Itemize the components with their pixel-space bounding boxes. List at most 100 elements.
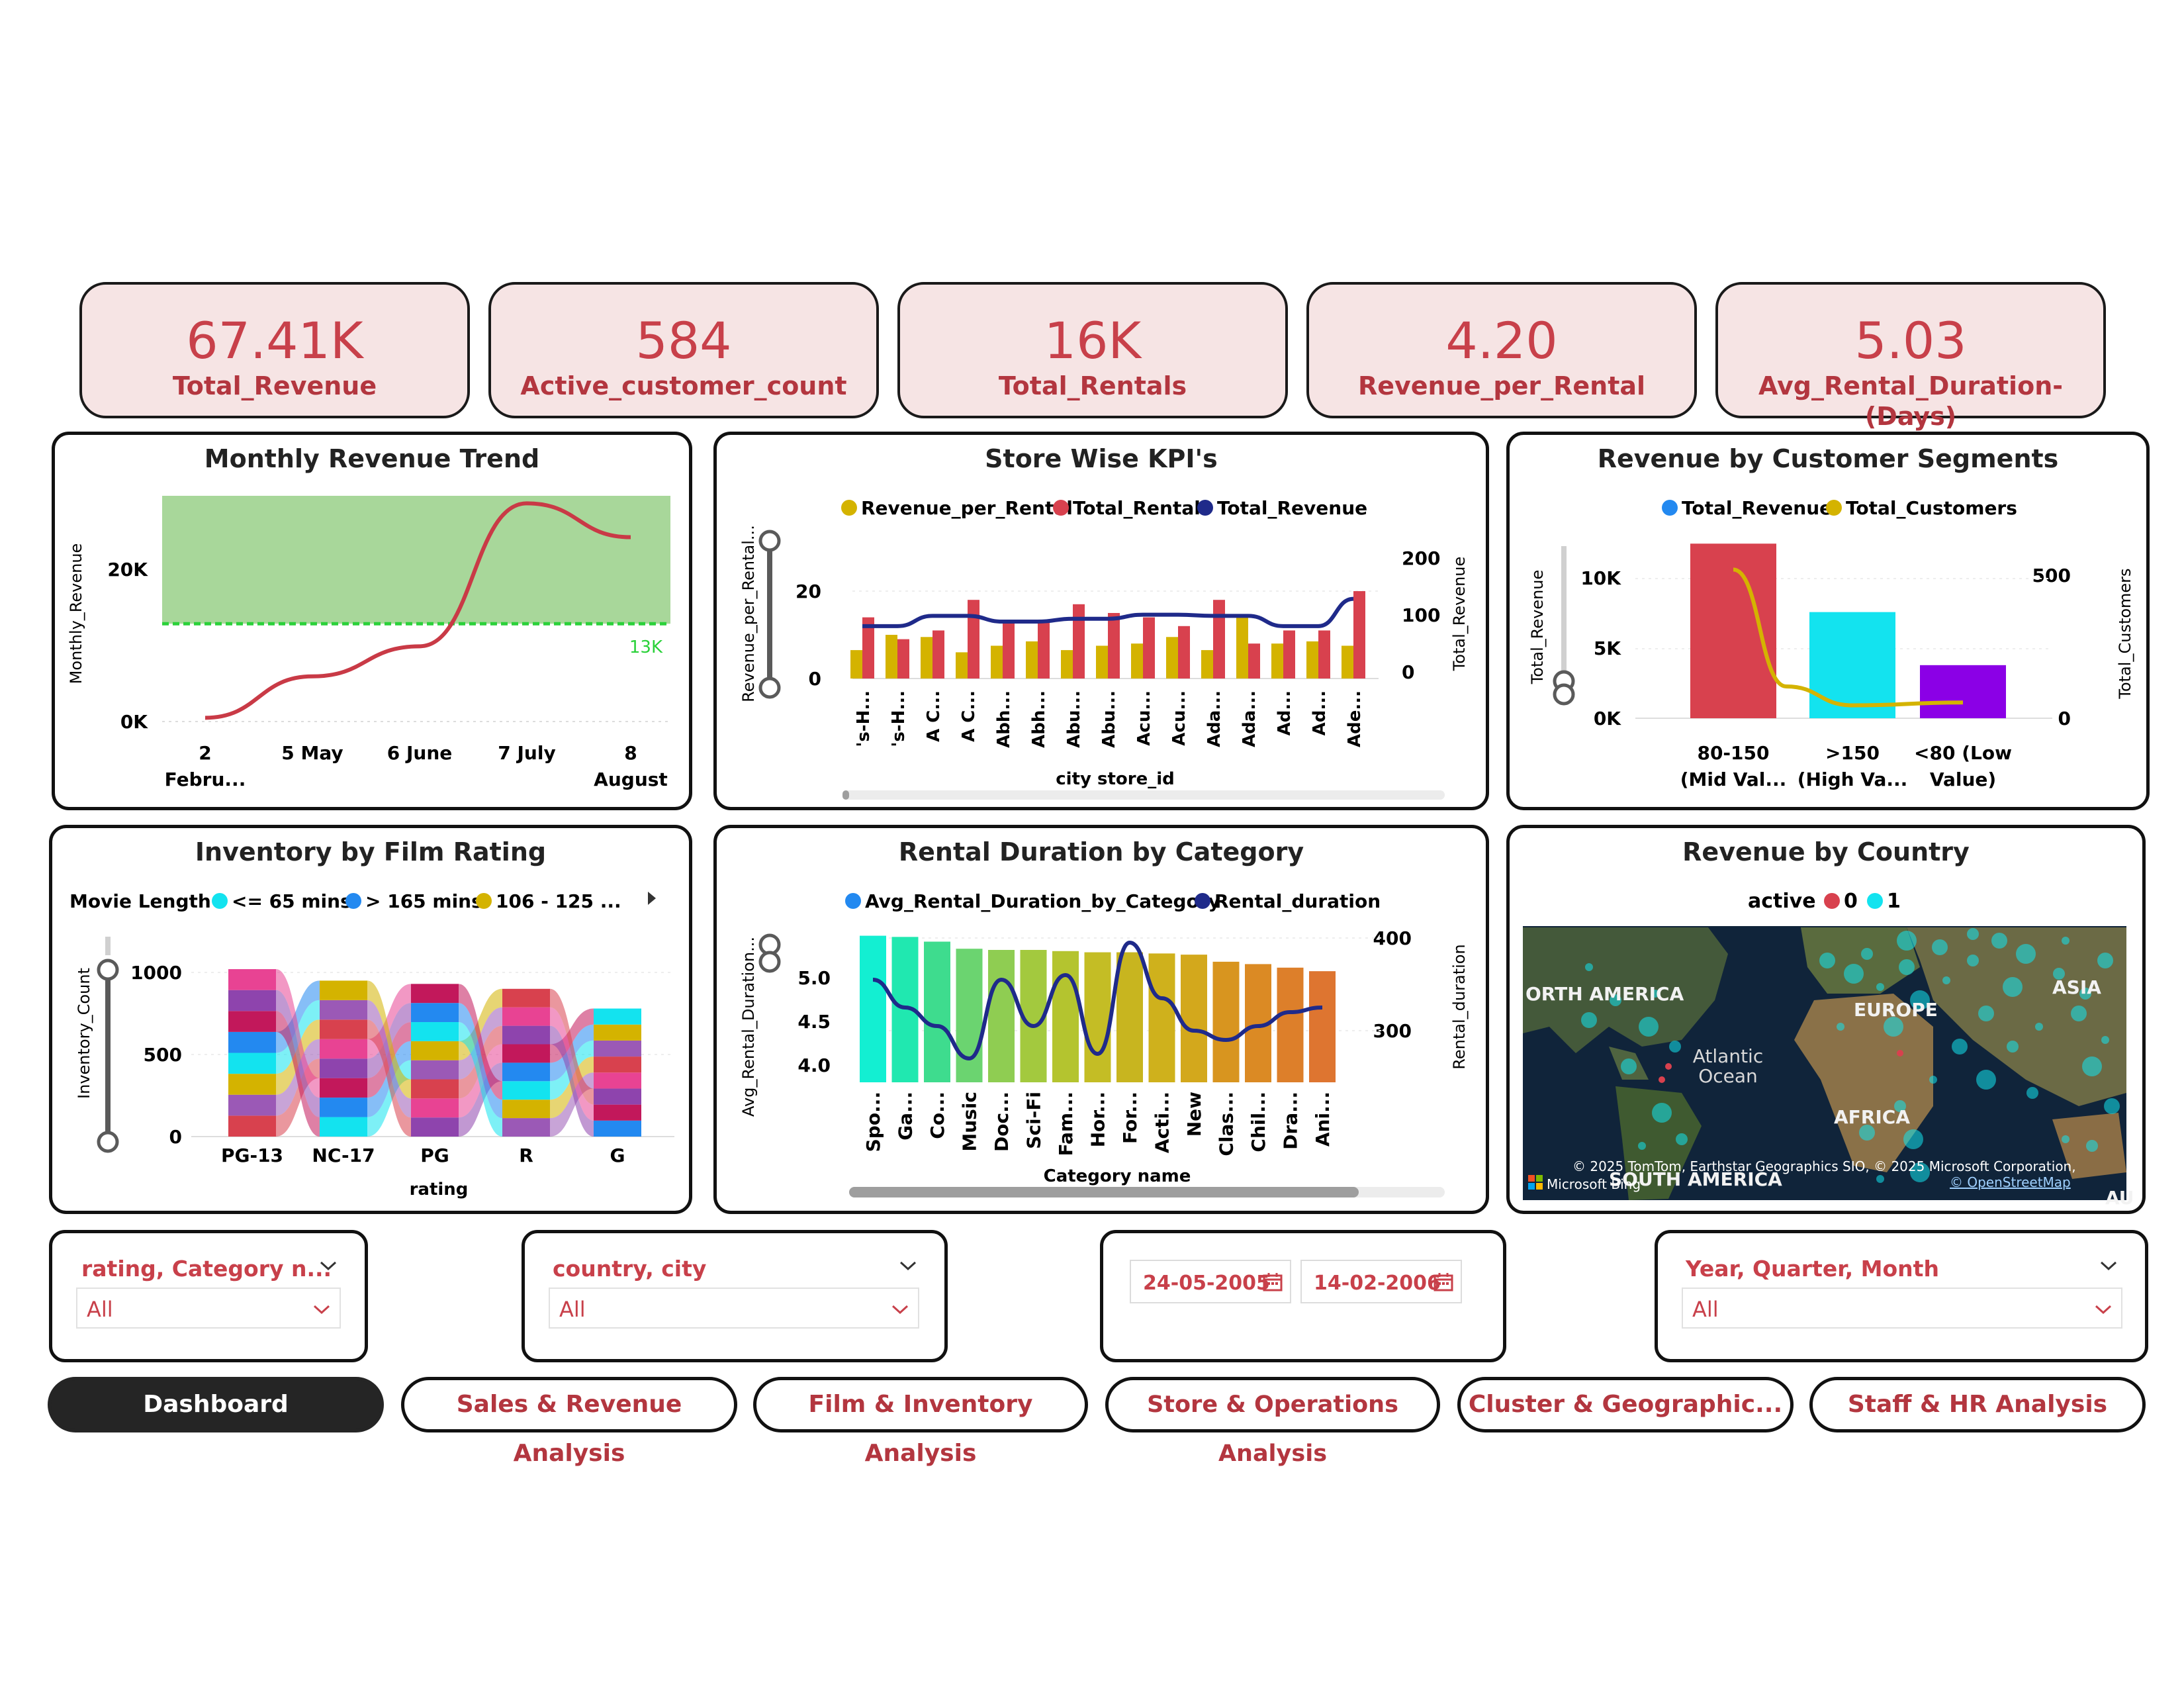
bar-revenue-per-rental[interactable] (956, 652, 968, 679)
bar-total-rentals[interactable] (1038, 622, 1050, 679)
stacked-bar-segment[interactable] (228, 1053, 276, 1074)
monthly-revenue-trend-chart[interactable]: Monthly Revenue Trend Monthly_Revenue 13… (52, 432, 692, 810)
city-marker-inactive[interactable] (1659, 1076, 1665, 1083)
stacked-bar-segment[interactable] (594, 1040, 641, 1057)
bar-total-rentals[interactable] (1073, 604, 1085, 679)
city-marker[interactable] (2097, 953, 2113, 968)
nav-staff-hr-button[interactable]: Staff & HR Analysis (1809, 1377, 2146, 1432)
osm-link[interactable]: © OpenStreetMap (1950, 1174, 2071, 1190)
calendar-icon[interactable] (1262, 1272, 1283, 1293)
city-marker[interactable] (1819, 953, 1835, 968)
bar-total-rentals[interactable] (1178, 626, 1190, 679)
city-marker[interactable] (1903, 1129, 1923, 1149)
city-marker-inactive[interactable] (1665, 1063, 1672, 1070)
map-canvas[interactable]: ORTH AMERICA EUROPE ASIA Atlantic Ocean … (1523, 926, 2134, 1209)
stacked-bar-segment[interactable] (502, 988, 550, 1008)
nav-cluster-geographic-button[interactable]: Cluster & Geographic... (1457, 1377, 1794, 1432)
city-marker[interactable] (1585, 963, 1593, 971)
bar-revenue-per-rental[interactable] (1061, 650, 1073, 679)
avg-duration-bar[interactable] (1084, 952, 1111, 1082)
city-marker[interactable] (2062, 937, 2070, 945)
segment-bar[interactable] (1920, 665, 2006, 718)
stacked-bar-segment[interactable] (411, 1003, 459, 1023)
city-marker[interactable] (2035, 1023, 2043, 1031)
city-marker[interactable] (1669, 1041, 1681, 1053)
nav-sales-revenue-button[interactable]: Sales & Revenue Analysis (401, 1377, 737, 1467)
bar-revenue-per-rental[interactable] (921, 637, 933, 679)
city-marker[interactable] (2007, 1041, 2019, 1053)
stacked-bar-segment[interactable] (320, 1019, 367, 1039)
stacked-bar-segment[interactable] (320, 980, 367, 1000)
bar-total-rentals[interactable] (1213, 600, 1225, 679)
bar-total-rentals[interactable] (1108, 613, 1120, 679)
range-slider-handle[interactable] (97, 959, 119, 981)
avg-duration-bar[interactable] (860, 935, 886, 1082)
city-marker-inactive[interactable] (1897, 1050, 1903, 1056)
bar-revenue-per-rental[interactable] (1236, 617, 1248, 679)
stacked-bar-segment[interactable] (594, 1008, 641, 1025)
chevron-down-icon[interactable] (2093, 1299, 2113, 1319)
bar-revenue-per-rental[interactable] (1271, 643, 1283, 679)
bar-total-rentals[interactable] (1003, 622, 1015, 679)
city-marker[interactable] (2101, 1036, 2109, 1044)
stacked-bar-segment[interactable] (502, 1007, 550, 1026)
stacked-bar-segment[interactable] (502, 1081, 550, 1100)
stacked-bar-segment[interactable] (411, 1041, 459, 1060)
avg-duration-bar[interactable] (1277, 967, 1304, 1082)
stacked-bar-segment[interactable] (320, 1078, 367, 1098)
city-marker[interactable] (1894, 1100, 1906, 1112)
city-marker[interactable] (1861, 948, 1873, 960)
bar-total-rentals[interactable] (1248, 643, 1260, 679)
city-marker[interactable] (1652, 1103, 1672, 1123)
bar-revenue-per-rental[interactable] (991, 645, 1003, 679)
city-marker[interactable] (1899, 959, 1915, 975)
rental-duration-chart[interactable]: Rental Duration by Category Avg_Rental_D… (713, 825, 1489, 1214)
chevron-down-icon[interactable] (898, 1256, 918, 1276)
stacked-bar-segment[interactable] (502, 1025, 550, 1045)
city-marker[interactable] (1884, 1017, 1903, 1037)
nav-film-inventory-button[interactable]: Film & Inventory Analysis (753, 1377, 1088, 1467)
date-range-slicer[interactable]: 24-05-2005 14-02-2006 (1100, 1230, 1506, 1362)
city-marker[interactable] (1942, 976, 1950, 984)
stacked-bar-segment[interactable] (411, 1022, 459, 1041)
city-marker[interactable] (2082, 1056, 2102, 1076)
stacked-bar-segment[interactable] (228, 990, 276, 1011)
stacked-bar-segment[interactable] (411, 1060, 459, 1080)
legend-next-arrow-icon[interactable] (648, 892, 656, 905)
bar-total-rentals[interactable] (933, 630, 944, 679)
city-marker[interactable] (2053, 968, 2065, 980)
city-marker[interactable] (1837, 1023, 1844, 1031)
bar-revenue-per-rental[interactable] (886, 635, 897, 679)
stacked-bar-segment[interactable] (320, 1058, 367, 1078)
city-marker[interactable] (2086, 1140, 2098, 1152)
slicer-dropdown[interactable]: All (1682, 1288, 2122, 1329)
stacked-bar-segment[interactable] (594, 1056, 641, 1073)
calendar-icon[interactable] (1433, 1272, 1454, 1293)
city-marker[interactable] (2062, 1135, 2070, 1143)
stacked-bar-segment[interactable] (411, 1117, 459, 1137)
bar-total-rentals[interactable] (1143, 617, 1155, 679)
bar-revenue-per-rental[interactable] (1342, 645, 1353, 679)
bar-total-rentals[interactable] (1353, 591, 1365, 679)
avg-duration-bar[interactable] (1181, 955, 1207, 1082)
city-marker[interactable] (1910, 990, 1930, 1010)
avg-duration-bar[interactable] (988, 950, 1015, 1082)
range-slider-handle[interactable] (758, 951, 781, 973)
bar-total-rentals[interactable] (1318, 630, 1330, 679)
stacked-bar-segment[interactable] (228, 1031, 276, 1053)
chevron-down-icon[interactable] (890, 1299, 910, 1319)
stacked-bar-segment[interactable] (594, 1072, 641, 1089)
scrollbar-thumb[interactable] (842, 790, 849, 800)
city-marker[interactable] (1638, 1142, 1646, 1150)
nav-dashboard-button[interactable]: Dashboard (48, 1377, 384, 1432)
city-marker[interactable] (1978, 1006, 1994, 1021)
stacked-bar-segment[interactable] (411, 1079, 459, 1099)
avg-duration-bar[interactable] (1309, 971, 1336, 1082)
stacked-bar-segment[interactable] (594, 1024, 641, 1041)
city-marker[interactable] (1876, 1175, 1884, 1183)
city-marker[interactable] (1621, 1058, 1637, 1074)
stacked-bar-segment[interactable] (320, 1117, 367, 1137)
stacked-bar-segment[interactable] (594, 1088, 641, 1105)
avg-duration-bar[interactable] (1052, 951, 1079, 1082)
stacked-bar-segment[interactable] (594, 1120, 641, 1137)
